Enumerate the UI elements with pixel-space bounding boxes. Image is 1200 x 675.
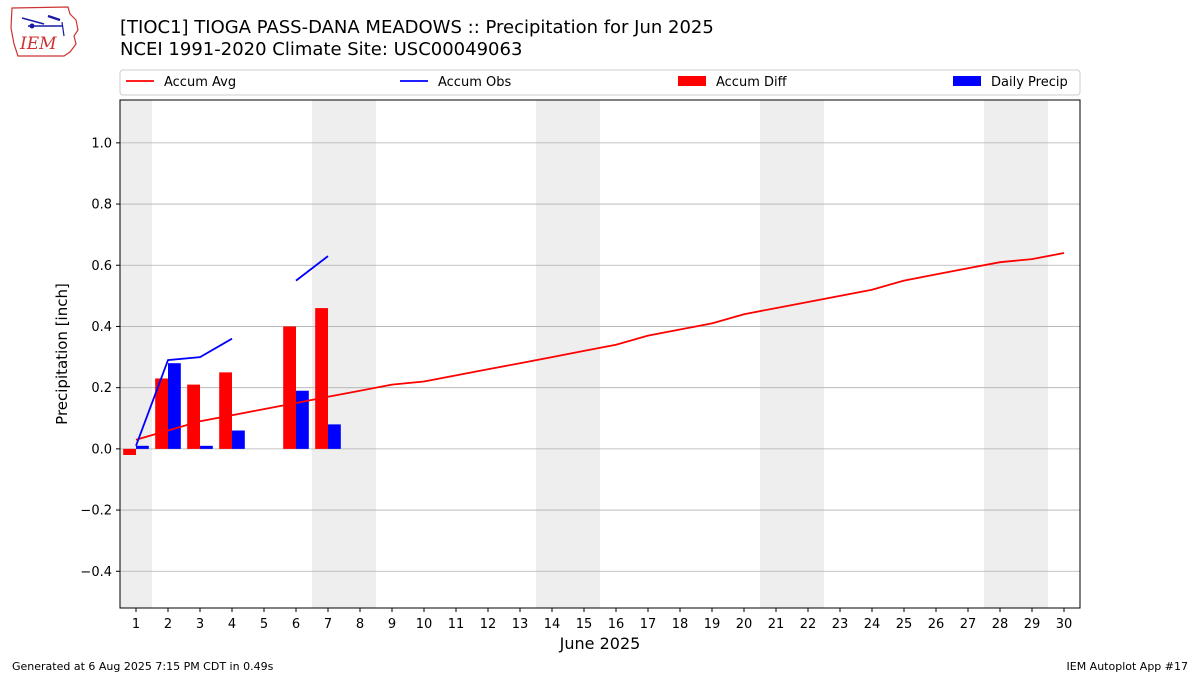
accum-diff-bar: [283, 326, 296, 449]
daily-precip-bar: [328, 424, 341, 449]
daily-precip-bar: [168, 363, 181, 449]
x-tick-label: 9: [388, 617, 396, 632]
x-tick-label: 5: [260, 617, 268, 632]
y-tick-label: 1.0: [91, 136, 112, 151]
legend-frame: [119, 69, 1081, 96]
x-tick-label: 24: [864, 617, 881, 632]
x-tick-label: 14: [544, 617, 561, 632]
y-tick-label: 0.6: [91, 259, 112, 274]
y-axis: −0.4 −0.2 0.0 0.2 0.4 0.6 0.8 1.0: [80, 136, 120, 580]
x-tick-label: 7: [324, 617, 332, 632]
accum-obs-line: [295, 255, 329, 282]
x-tick-label: 28: [992, 617, 1009, 632]
weekend-shade: [120, 100, 152, 608]
daily-precip-bar: [232, 430, 245, 449]
y-tick-label: 0.0: [91, 442, 112, 457]
x-tick-label: 12: [480, 617, 497, 632]
legend-daily-precip-swatch: [953, 76, 981, 86]
x-tick-label: 18: [672, 617, 689, 632]
weekend-shade: [536, 100, 568, 608]
legend-accum-diff-swatch: [678, 76, 706, 86]
x-tick-label: 30: [1056, 617, 1073, 632]
y-tick-label: 0.2: [91, 381, 112, 396]
x-tick-label: 21: [768, 617, 785, 632]
weekend-shading: [120, 100, 1048, 608]
iowa-map-icon: [10, 6, 79, 57]
x-tick-label: 20: [736, 617, 753, 632]
x-tick-label: 23: [832, 617, 849, 632]
y-tick-label: 0.4: [91, 320, 112, 335]
daily-precip-bar: [200, 445, 213, 449]
app-label: IEM Autoplot App #17: [1066, 660, 1189, 673]
x-tick-label: 15: [576, 617, 593, 632]
accum-diff-bar: [123, 448, 136, 455]
x-tick-label: 26: [928, 617, 945, 632]
logo-text: IEM: [20, 34, 57, 54]
x-axis-label: June 2025: [559, 634, 641, 653]
accum-diff-bar: [315, 308, 328, 449]
x-tick-label: 10: [416, 617, 433, 632]
weekend-shade: [568, 100, 600, 608]
x-tick-label: 6: [292, 617, 300, 632]
grid-lines: [120, 142, 1080, 572]
x-tick-label: 3: [196, 617, 204, 632]
legend-daily-precip-label: Daily Precip: [991, 75, 1068, 90]
plot-frame: [119, 99, 1081, 609]
chart-title: [TIOC1] TIOGA PASS-DANA MEADOWS :: Preci…: [120, 17, 714, 38]
legend-accum-obs-label: Accum Obs: [438, 75, 511, 90]
legend-accum-avg-label: Accum Avg: [164, 75, 236, 90]
y-tick-label: 0.8: [91, 198, 112, 213]
chart-subtitle: NCEI 1991-2020 Climate Site: USC00049063: [120, 39, 523, 60]
generated-timestamp: Generated at 6 Aug 2025 7:15 PM CDT in 0…: [12, 660, 274, 673]
x-axis: 1 2 3 4 5 6 7 8 9 10 11 12 13 14 15 16 17 18 19 20 21 22 23 24 2…: [132, 608, 1072, 632]
x-tick-label: 1: [132, 617, 140, 632]
weekend-shade: [984, 100, 1016, 608]
x-tick-label: 19: [704, 617, 721, 632]
y-axis-label: Precipitation [inch]: [53, 283, 71, 425]
daily-precip-bar: [136, 445, 149, 449]
x-tick-label: 4: [228, 617, 236, 632]
weekend-shade: [344, 100, 376, 608]
weekend-shade: [792, 100, 824, 608]
iem-logo: IEM: [8, 4, 82, 60]
y-tick-label: −0.4: [80, 565, 112, 580]
bars-group: [123, 308, 341, 455]
x-tick-label: 17: [640, 617, 657, 632]
x-tick-label: 8: [356, 617, 364, 632]
x-tick-label: 29: [1024, 617, 1041, 632]
legend: Accum Avg Accum Obs Accum Diff Daily Precip: [119, 69, 1081, 96]
weekend-shade: [1016, 100, 1048, 608]
x-tick-label: 27: [960, 617, 977, 632]
accum-diff-bar: [219, 372, 232, 449]
daily-precip-bar: [296, 390, 309, 449]
x-tick-label: 22: [800, 617, 817, 632]
accum-avg-line: [135, 252, 1065, 441]
accum-obs-line: [135, 337, 233, 447]
x-tick-label: 2: [164, 617, 172, 632]
accum-diff-bar: [187, 384, 200, 449]
legend-accum-diff-label: Accum Diff: [716, 75, 788, 90]
x-tick-label: 16: [608, 617, 625, 632]
y-tick-label: −0.2: [80, 504, 112, 519]
weekend-shade: [760, 100, 792, 608]
x-tick-label: 11: [448, 617, 465, 632]
x-tick-label: 25: [896, 617, 913, 632]
x-tick-label: 13: [512, 617, 529, 632]
lines-group: [135, 252, 1065, 447]
